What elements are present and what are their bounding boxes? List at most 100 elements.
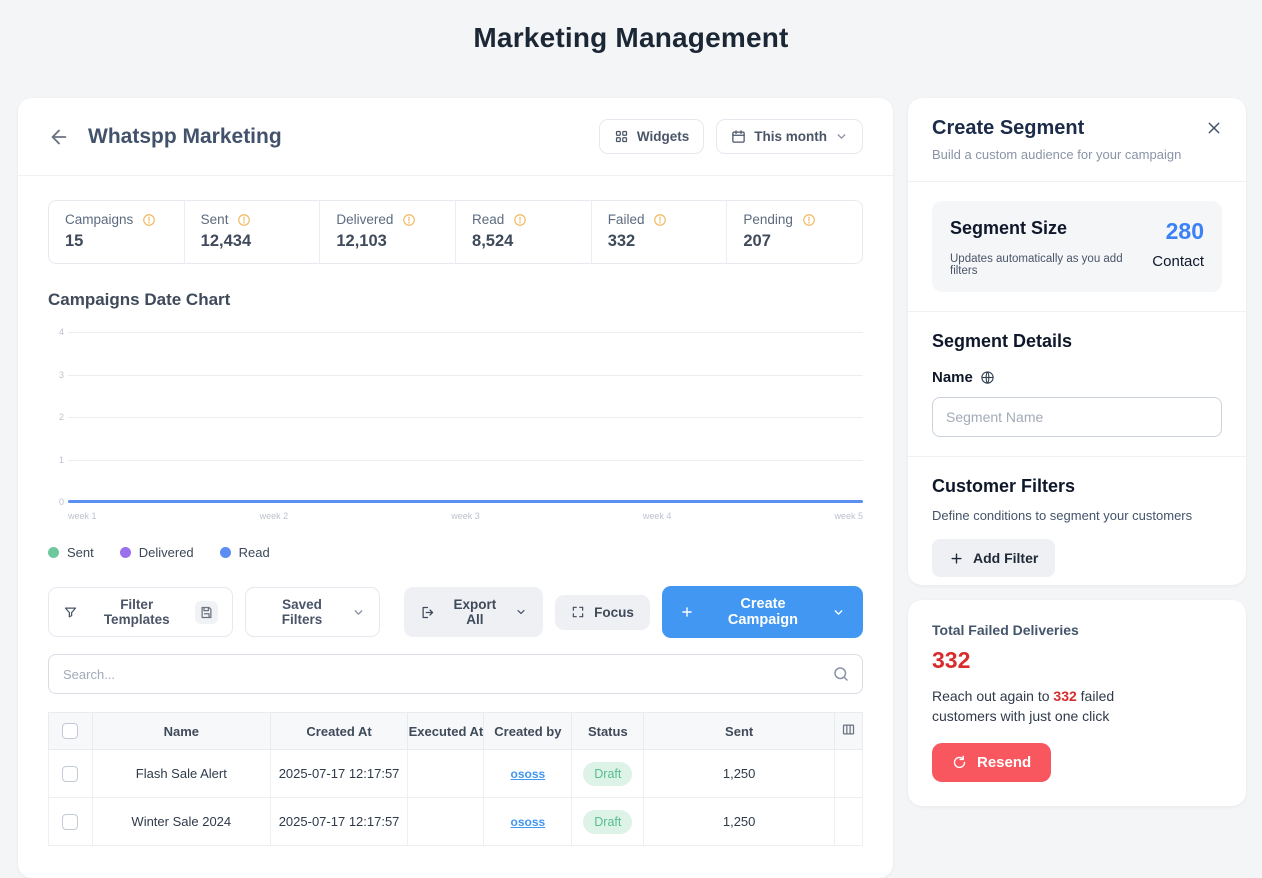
legend-label: Read — [238, 545, 270, 560]
legend-label: Sent — [67, 545, 94, 560]
read-series-line — [68, 500, 863, 503]
filter-templates-button[interactable]: Filter Templates — [48, 587, 234, 637]
page-title: Marketing Management — [473, 22, 789, 53]
stat-pending: Pending 207 — [727, 201, 862, 263]
resend-button[interactable]: Resend — [932, 742, 1052, 782]
info-icon[interactable] — [237, 213, 251, 227]
line-chart: 4 3 2 1 0 — [59, 327, 863, 507]
y-axis-tick: 3 — [58, 369, 64, 380]
search-icon[interactable] — [832, 665, 850, 683]
create-campaign-button[interactable]: Create Campaign — [661, 586, 863, 638]
segment-size-title: Segment Size — [950, 218, 1068, 238]
calendar-icon — [731, 129, 746, 144]
stat-value: 12,434 — [200, 232, 252, 250]
x-axis-tick: week 4 — [642, 511, 672, 521]
stat-value: 12,103 — [336, 232, 387, 250]
failed-text-pre: Reach out again to — [932, 688, 1054, 704]
failed-text-count: 332 — [1053, 688, 1077, 704]
segment-size-box: Segment Size Updates automatically as yo… — [932, 201, 1222, 292]
column-header-name[interactable]: Name — [91, 712, 271, 750]
chevron-down-icon — [515, 606, 527, 618]
stat-value: 332 — [607, 232, 636, 250]
failed-text-post: failed customers with just one click — [932, 688, 1115, 725]
resend-label: Resend — [977, 753, 1032, 771]
cell-created-at: 2025-07-17 12:17:57 — [269, 797, 409, 846]
cell-created-at: 2025-07-17 12:17:57 — [269, 749, 409, 798]
x-axis-labels: week 1 week 2 week 3 week 4 week 5 — [68, 511, 863, 521]
failed-deliveries-text: Reach out again to 332 failed customers … — [932, 686, 1152, 727]
saved-filters-label: Saved Filters — [281, 597, 323, 627]
column-header-status[interactable]: Status — [571, 712, 645, 750]
x-axis-tick: week 1 — [68, 511, 97, 521]
table-header-row: Name Created At Executed At Created by S… — [48, 712, 864, 750]
column-header-executed-at[interactable]: Executed At — [407, 712, 485, 750]
dashboard-header: Whatspp Marketing Widgets This month — [18, 98, 893, 176]
gridline — [68, 374, 863, 376]
created-by-link[interactable]: ososs — [510, 815, 546, 829]
period-label: This month — [754, 129, 827, 144]
plus-icon — [680, 605, 694, 619]
info-icon[interactable] — [142, 213, 156, 227]
column-header-created-at[interactable]: Created At — [269, 712, 409, 750]
focus-button[interactable]: Focus — [555, 594, 650, 630]
select-all-checkbox[interactable] — [62, 723, 79, 740]
info-icon[interactable] — [802, 213, 816, 227]
refresh-icon — [952, 755, 967, 770]
status-badge: Draft — [583, 761, 633, 786]
created-by-link[interactable]: ososs — [510, 767, 546, 781]
add-filter-label: Add Filter — [973, 550, 1039, 566]
legend-read[interactable]: Read — [219, 545, 270, 560]
table-row[interactable]: Flash Sale Alert 2025-07-17 12:17:57 oso… — [48, 749, 864, 798]
save-filter-icon[interactable] — [195, 600, 219, 624]
column-header-sent[interactable]: Sent — [643, 712, 835, 750]
gridline — [68, 332, 863, 333]
segment-size-note: Updates automatically as you add filters — [950, 253, 1123, 277]
name-field-label: Name — [932, 369, 973, 386]
chart-title: Campaigns Date Chart — [48, 290, 231, 309]
stat-campaigns: Campaigns 15 — [49, 201, 185, 263]
legend-dot-read — [219, 547, 231, 558]
status-badge: Draft — [583, 809, 633, 834]
chevron-down-icon — [832, 606, 845, 619]
segment-size-value: 280 — [1165, 218, 1204, 244]
columns-settings-cell — [833, 712, 864, 750]
campaign-dashboard-card: Whatspp Marketing Widgets This month — [18, 98, 893, 878]
table-row[interactable]: Winter Sale 2024 2025-07-17 12:17:57 oso… — [48, 797, 864, 846]
filter-templates-label: Filter Templates — [103, 597, 170, 627]
cell-executed-at — [407, 797, 485, 846]
customer-filters-desc: Define conditions to segment your custom… — [932, 508, 1193, 523]
campaigns-table: Name Created At Executed At Created by S… — [48, 712, 864, 846]
cell-sent: 1,250 — [643, 797, 835, 846]
legend-delivered[interactable]: Delivered — [119, 545, 194, 560]
row-checkbox[interactable] — [62, 765, 79, 782]
segment-name-input[interactable] — [932, 397, 1222, 437]
info-icon[interactable] — [402, 213, 416, 227]
stat-label: Sent — [200, 212, 229, 227]
legend-sent[interactable]: Sent — [48, 545, 94, 560]
table-toolbar: Filter Templates Saved Filters Export Al… — [48, 586, 863, 638]
customer-filters-title: Customer Filters — [932, 476, 1076, 496]
legend-label: Delivered — [138, 545, 194, 560]
info-icon[interactable] — [513, 213, 527, 227]
saved-filters-dropdown[interactable]: Saved Filters — [245, 587, 380, 637]
column-header-created-by[interactable]: Created by — [483, 712, 573, 750]
back-button[interactable] — [48, 126, 70, 148]
focus-label: Focus — [594, 604, 634, 620]
stat-label: Read — [472, 212, 505, 227]
legend-dot-delivered — [119, 547, 131, 558]
export-all-dropdown[interactable]: Export All — [403, 587, 544, 637]
segment-details-section: Segment Details Name — [908, 312, 1246, 457]
search-input[interactable] — [48, 654, 863, 694]
page-header: Marketing Management — [0, 0, 1262, 54]
gridline — [68, 417, 863, 418]
row-checkbox[interactable] — [62, 813, 79, 830]
columns-icon[interactable] — [841, 722, 856, 737]
add-filter-button[interactable]: Add Filter — [932, 539, 1056, 577]
legend-dot-sent — [48, 547, 59, 558]
info-icon[interactable] — [653, 213, 667, 227]
x-axis-tick: week 5 — [834, 511, 863, 521]
period-dropdown[interactable]: This month — [716, 119, 863, 154]
campaigns-chart-section: Campaigns Date Chart 4 3 2 1 0 week 1 we… — [48, 290, 863, 560]
close-icon[interactable] — [1206, 120, 1222, 136]
widgets-button[interactable]: Widgets — [598, 119, 705, 154]
